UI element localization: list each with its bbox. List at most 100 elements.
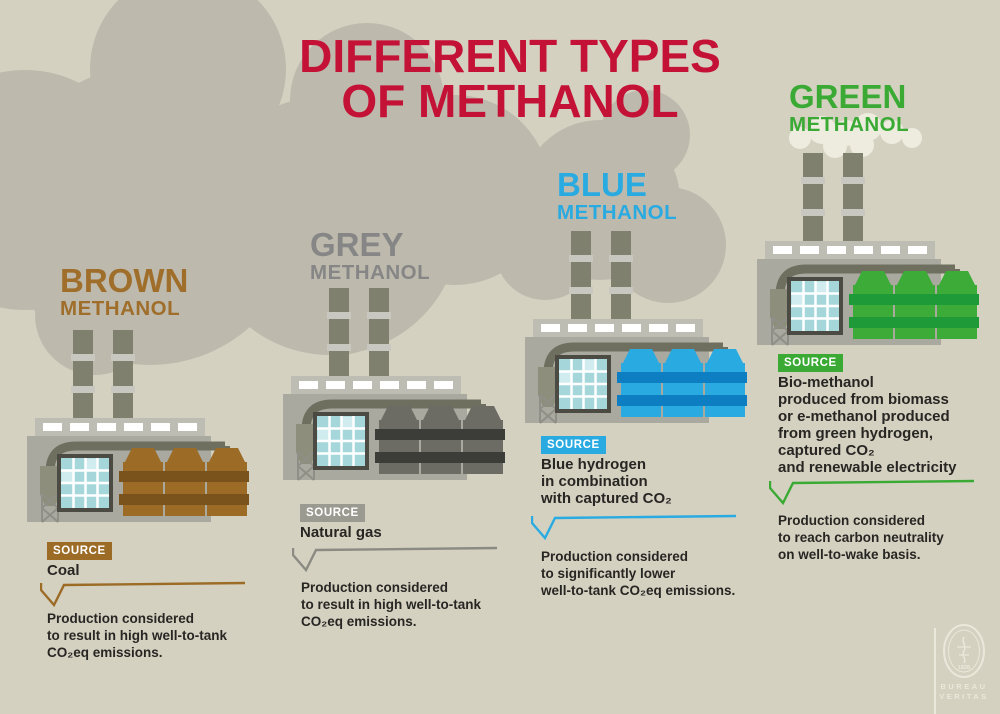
production-note: Production considered to significantly lo… — [541, 548, 735, 599]
page-title-line2: OF METHANOL — [341, 75, 679, 127]
roof-windows — [43, 423, 197, 431]
factory-illustration — [27, 330, 249, 523]
text-line: Blue hydrogen — [541, 456, 647, 473]
text-line: on well-to-wake basis. — [778, 547, 921, 562]
source-badge: SOURCE — [778, 354, 843, 372]
source-badge: SOURCE — [47, 542, 112, 560]
silo-bands — [849, 294, 979, 328]
text-line: Production considered — [541, 549, 689, 564]
column-heading-block: BLUE METHANOL — [557, 168, 677, 224]
text-line: in combination — [541, 473, 648, 490]
text-line: to significantly lower — [541, 566, 676, 581]
source-badge: SOURCE — [541, 436, 606, 454]
lattice-mast — [41, 493, 59, 523]
lattice-mast — [771, 316, 789, 346]
column-subheading: METHANOL — [557, 201, 678, 224]
chimney-1 — [801, 153, 825, 245]
lattice-mast — [297, 451, 315, 481]
text-line: produced from biomass — [778, 391, 949, 408]
page-title: DIFFERENT TYPES OF METHANOL — [250, 30, 770, 127]
text-line: to result in high well-to-tank — [47, 628, 227, 643]
source-text: Natural gas — [300, 524, 382, 541]
column-heading: GREY — [310, 226, 404, 263]
window — [787, 277, 843, 335]
column-subheading: METHANOL — [60, 297, 181, 320]
checkmark-connector-line — [292, 546, 498, 572]
text-line: Bio-methanol — [778, 374, 874, 391]
window — [57, 454, 113, 512]
smoke-puff-white — [902, 128, 922, 148]
window — [555, 355, 611, 413]
source-text: Coal — [47, 562, 80, 579]
column-heading-block: BROWN METHANOL — [60, 264, 188, 320]
roof-band — [291, 376, 461, 394]
smoke-puff-white — [789, 127, 811, 149]
text-line: well-to-tank CO₂eq emissions. — [541, 583, 736, 598]
source-text: Bio-methanol produced from biomass or e-me… — [778, 374, 956, 476]
lattice-mast — [539, 394, 557, 424]
chimney-2 — [609, 231, 633, 323]
roof-band — [35, 418, 205, 436]
text-line: Production considered — [47, 611, 195, 626]
factory-illustration-grey — [283, 288, 505, 482]
source-text: Blue hydrogen in combination with captured… — [541, 456, 672, 507]
text-line: Production considered — [778, 513, 926, 528]
text-line: Production considered — [301, 580, 449, 595]
checkmark-connector-line — [769, 479, 975, 505]
factory-illustration-green — [757, 153, 979, 347]
window — [313, 412, 369, 470]
logo-year: 1828 — [958, 665, 970, 671]
chimney-2 — [111, 330, 135, 422]
smoke-puff-white — [880, 120, 904, 144]
roof-band — [533, 319, 703, 337]
chimney-1 — [569, 231, 593, 323]
text-line: captured CO₂ — [778, 442, 875, 459]
factory-illustration-brown — [27, 330, 249, 524]
text-line: and renewable electricity — [778, 459, 957, 476]
silo-bands — [375, 429, 505, 463]
logo-emblem: 1828 — [943, 624, 985, 678]
factory-illustration-blue — [525, 231, 747, 425]
roof-windows — [773, 246, 927, 254]
factory-illustration — [525, 231, 747, 424]
silo-bands — [119, 471, 249, 505]
production-note: Production considered to reach carbon neu… — [778, 512, 944, 563]
page-title-line1: DIFFERENT TYPES — [299, 30, 721, 82]
column-heading-block: GREEN METHANOL — [789, 80, 909, 136]
text-line: to result in high well-to-tank — [301, 597, 481, 612]
text-line: from green hydrogen, — [778, 425, 934, 442]
logo-divider-line — [934, 628, 936, 714]
text-line: CO₂eq emissions. — [47, 645, 163, 660]
text-line: or e-methanol produced — [778, 408, 950, 425]
logo-name-bottom: VERITAS — [939, 692, 989, 701]
logo-name-top: BUREAU — [940, 682, 988, 691]
chimney-2 — [841, 153, 865, 245]
column-subheading: METHANOL — [310, 261, 431, 284]
chimney-1 — [327, 288, 351, 380]
roof-band — [765, 241, 935, 259]
text-line: with captured CO₂ — [541, 490, 672, 507]
smoke-cloud — [600, 90, 690, 180]
column-heading: BROWN — [60, 262, 189, 299]
production-note: Production considered to result in high w… — [47, 610, 227, 661]
roof-windows — [299, 381, 453, 389]
column-subheading: METHANOL — [789, 113, 910, 136]
text-line: CO₂eq emissions. — [301, 614, 417, 629]
text-line: Coal — [47, 562, 80, 579]
chimney-2 — [367, 288, 391, 380]
checkmark-connector-line — [40, 581, 246, 607]
silo-bands — [617, 372, 747, 406]
factory-illustration — [283, 288, 505, 481]
chimney-1 — [71, 330, 95, 422]
source-badge: SOURCE — [300, 504, 365, 522]
column-heading: GREEN — [789, 78, 907, 115]
factory-illustration — [757, 153, 979, 346]
bureau-veritas-logo: 1828 BUREAU VERITAS — [930, 620, 996, 714]
column-heading: BLUE — [557, 166, 647, 203]
checkmark-connector-line — [531, 514, 737, 540]
